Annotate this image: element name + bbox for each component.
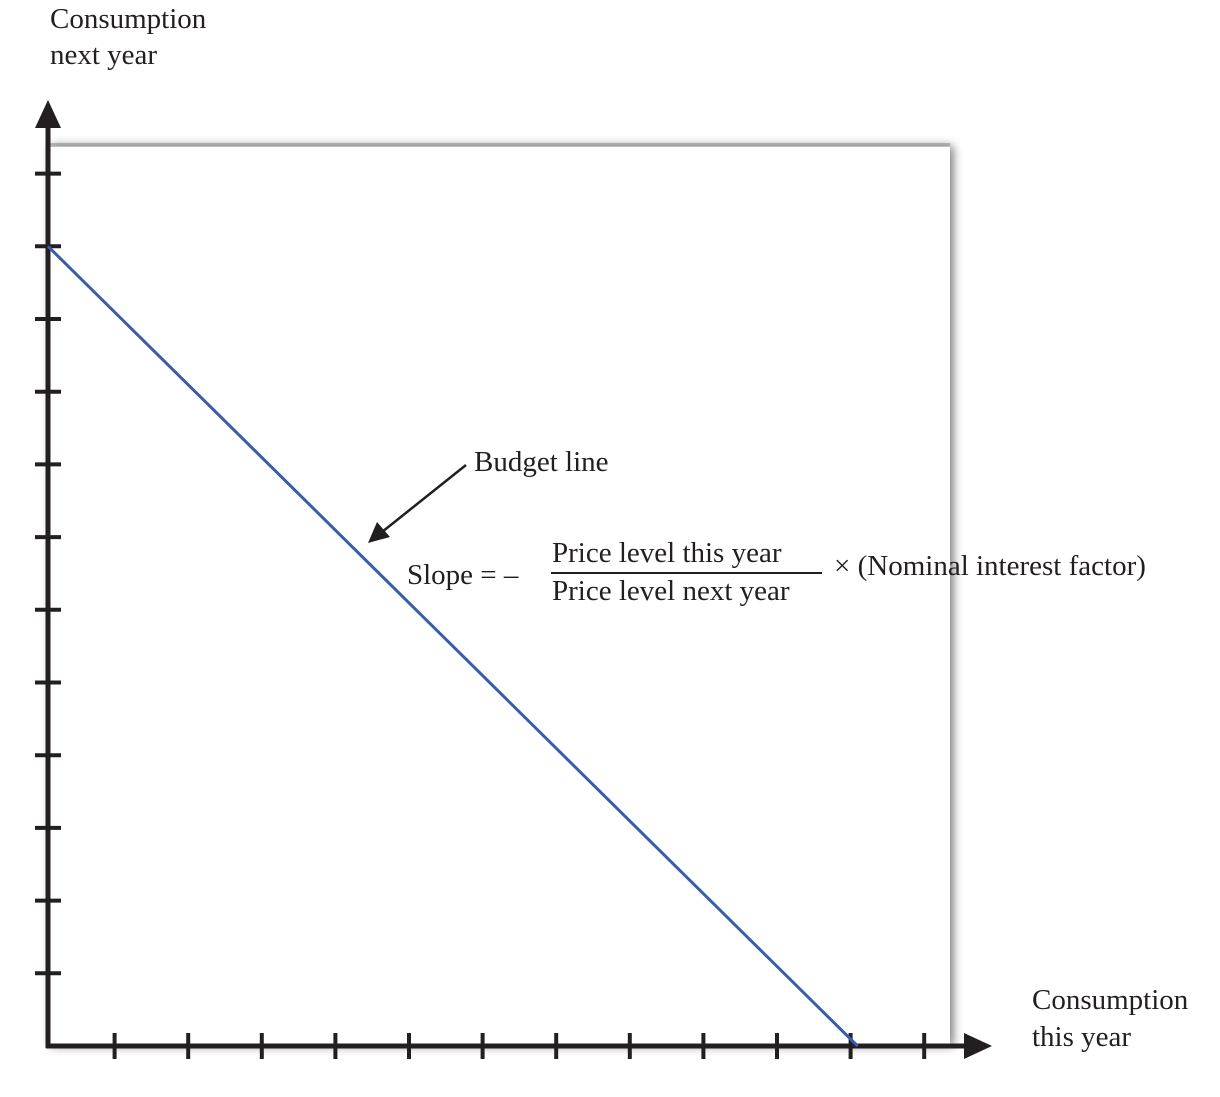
y-axis-label-line2: next year [50, 39, 157, 71]
slope-suffix: × (Nominal interest factor) [834, 550, 1146, 582]
x-axis-label-line1: Consumption [1032, 984, 1189, 1016]
budget-line-label: Budget line [474, 446, 609, 478]
budget-line [46, 245, 859, 1048]
series-layer [46, 245, 859, 1048]
y-axis-label-line1: Consumption [50, 3, 207, 35]
plot-panel-top-edge [48, 143, 950, 147]
x-axis-arrowhead [964, 1033, 992, 1059]
slope-denominator: Price level next year [552, 575, 790, 607]
slope-prefix: Slope = – [407, 559, 519, 591]
plot-panel [48, 146, 950, 1046]
slope-numerator: Price level this year [552, 537, 782, 569]
x-axis-label-line2: this year [1032, 1021, 1131, 1053]
y-axis-arrowhead [35, 100, 61, 128]
budget-line-pointer-arrowhead [368, 522, 390, 543]
budget-line-pointer-arrow [381, 464, 467, 533]
